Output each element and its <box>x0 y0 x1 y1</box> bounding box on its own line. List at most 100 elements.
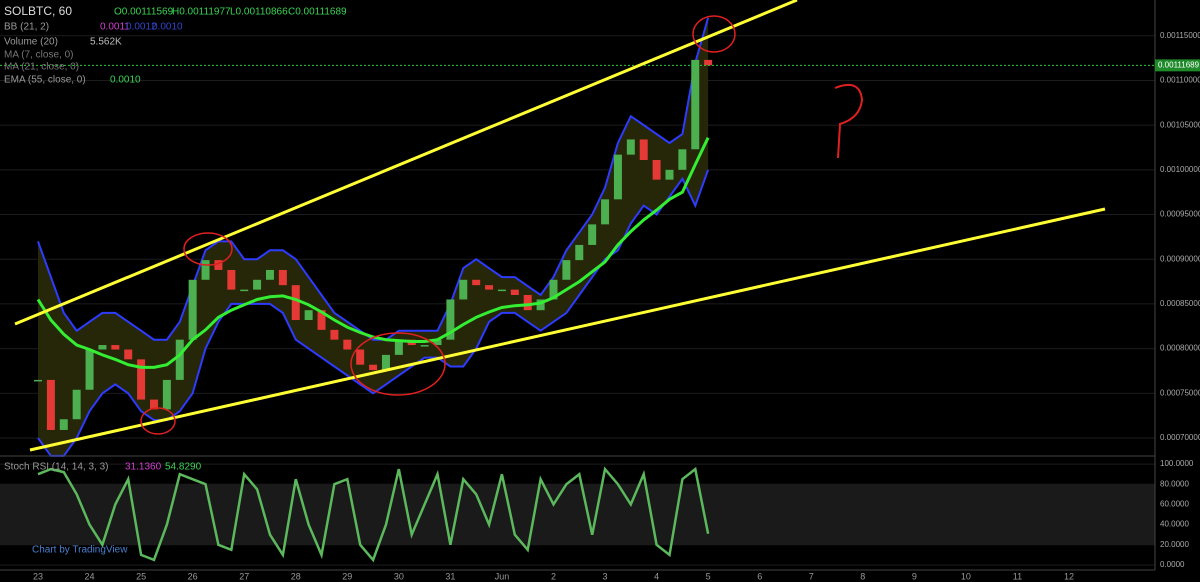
x-tick-label: 29 <box>342 571 352 581</box>
y-tick-label: 0.00110000 <box>1160 76 1200 85</box>
candle <box>575 244 584 261</box>
candle <box>72 389 81 420</box>
x-tick-label: 7 <box>809 571 814 581</box>
candle <box>162 379 171 410</box>
x-tick-label: 27 <box>239 571 249 581</box>
x-tick-label: 26 <box>188 571 198 581</box>
candle <box>124 349 133 360</box>
candle <box>34 379 42 382</box>
x-tick-label: 12 <box>1064 571 1074 581</box>
indicator-name: BB (21, 2) <box>4 22 49 33</box>
indicator-value: 0.0011 <box>100 22 130 33</box>
candle <box>472 279 481 286</box>
indicator-value: 0.0012 <box>126 22 157 33</box>
y-tick-label: 0.00095000 <box>1160 210 1200 219</box>
candle <box>665 169 674 180</box>
circle-annotation <box>350 332 446 396</box>
candle <box>446 299 455 340</box>
candle <box>291 285 300 321</box>
candle <box>330 329 339 340</box>
watermark: Chart by TradingView <box>32 545 128 556</box>
candle <box>369 364 378 371</box>
y-tick-label: 40.0000 <box>1160 520 1189 529</box>
candle <box>536 299 545 311</box>
y-tick-label: 0.00085000 <box>1160 299 1200 308</box>
indicator-value: 0.0010 <box>152 22 183 33</box>
candle <box>304 310 313 321</box>
symbol-title: SOLBTC, 60 <box>4 4 72 18</box>
candle <box>85 349 94 390</box>
candle <box>356 349 365 365</box>
y-tick-label: 0.00075000 <box>1160 388 1200 397</box>
indicator-name: Volume (20) <box>4 37 58 48</box>
candle <box>704 59 713 66</box>
candle <box>497 289 506 292</box>
candle <box>613 154 622 200</box>
candle <box>549 279 558 300</box>
x-tick-label: 8 <box>860 571 865 581</box>
stoch-title: Stoch RSI (14, 14, 3, 3) <box>4 462 109 473</box>
candle <box>420 345 429 347</box>
candle <box>639 139 648 161</box>
y-tick-label: 0.00115000 <box>1160 31 1200 40</box>
candle <box>459 279 468 300</box>
candle <box>601 199 610 225</box>
candle <box>562 260 571 280</box>
candle <box>381 354 390 371</box>
candle <box>137 359 146 400</box>
candle <box>265 269 274 280</box>
y-tick-label: 0.00080000 <box>1160 344 1200 353</box>
candle <box>214 260 223 270</box>
trend-line <box>29 207 1106 452</box>
x-tick-label: 25 <box>136 571 146 581</box>
x-tick-label: 10 <box>961 571 971 581</box>
indicator-name: MA (7, close, 0) <box>4 50 73 61</box>
x-tick-label: 31 <box>445 571 455 581</box>
y-tick-label: 80.0000 <box>1160 479 1189 488</box>
last-price-badge <box>1155 59 1200 72</box>
x-tick-label: 11 <box>1013 571 1022 581</box>
mark-layer <box>0 17 1155 563</box>
stoch-band <box>0 484 1155 545</box>
ohlc-value: O0.00111569 <box>114 7 174 18</box>
x-tick-label: 23 <box>33 571 43 581</box>
ohlc-value: L0.00110866 <box>230 7 288 18</box>
circle-annotation <box>183 232 233 266</box>
indicator-value: 5.562K <box>90 37 122 48</box>
x-tick-label: 28 <box>291 571 301 581</box>
x-tick-label: 4 <box>654 571 659 581</box>
candle <box>626 139 635 155</box>
candle <box>98 345 107 350</box>
candle <box>343 339 352 350</box>
candle <box>149 399 158 410</box>
candle <box>111 345 120 350</box>
candle <box>278 269 287 286</box>
candle <box>188 279 197 340</box>
x-tick-label: 6 <box>757 571 762 581</box>
x-tick-label: 9 <box>912 571 917 581</box>
candle <box>394 339 403 355</box>
x-tick-label: 3 <box>603 571 608 581</box>
y-tick-label: 0.00100000 <box>1160 165 1200 174</box>
y-tick-label: 0.00105000 <box>1160 120 1200 129</box>
ohlc-value: H0.00111977 <box>172 7 231 18</box>
x-tick-label: Jun <box>495 571 510 581</box>
candle <box>691 59 700 150</box>
candle <box>510 289 519 295</box>
band-upper <box>37 17 710 341</box>
stoch-value: 54.8290 <box>165 462 202 473</box>
candle <box>175 339 184 380</box>
band-lower <box>37 169 710 457</box>
candle <box>46 379 55 430</box>
x-tick-label: 30 <box>394 571 404 581</box>
y-tick-label: 0.00090000 <box>1160 254 1200 263</box>
y-tick-label: 100.0000 <box>1160 459 1194 468</box>
indicator-name: MA (21, close, 0) <box>4 62 79 73</box>
candle <box>317 310 326 330</box>
ohlc-value: C0.00111689 <box>288 7 347 18</box>
stoch-value: 31.1360 <box>125 462 162 473</box>
last-price-label: 0.00111689 <box>1158 60 1200 69</box>
candle <box>227 269 236 290</box>
